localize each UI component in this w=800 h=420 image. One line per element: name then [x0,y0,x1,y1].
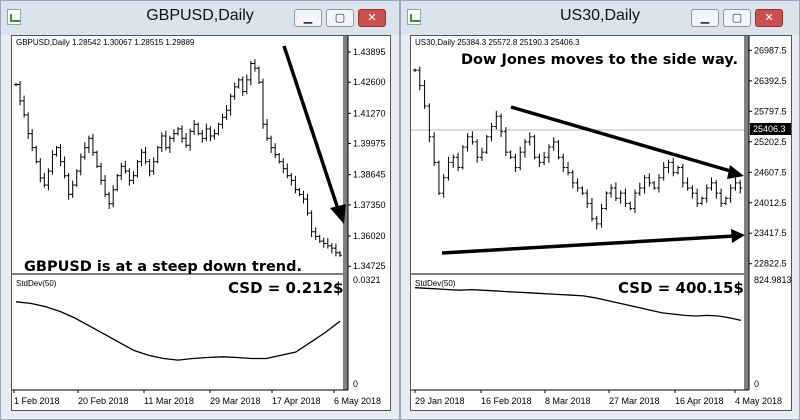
price-tick-label: 1.37350 [353,200,386,210]
arrow-head-icon [727,165,744,179]
date-tick-label: 29 Mar 2018 [210,396,261,406]
indicator-tick-label: 0 [754,379,759,389]
indicator-tick-label: 824.9813 [754,275,792,285]
price-tick-label: 23417.5 [754,228,787,238]
price-tick-label: 24012.5 [754,198,787,208]
maximize-button[interactable]: ▢ [326,9,354,27]
price-tick-label: 22822.5 [754,259,787,269]
date-tick-label: 4 May 2018 [735,396,782,406]
price-scale: 26987.5 26392.5 25797.5 25202.5 24607.5 24012… [749,45,787,269]
chart-window-us30[interactable]: US30,Daily ▁ ▢ ✕ US30,Daily 25384.3 2557… [400,0,800,420]
close-button[interactable]: ✕ [358,9,386,27]
upper-trendline-arrow [510,105,735,174]
date-tick-label: 11 Mar 2018 [144,396,194,406]
csd-annotation: CSD = 400.15$ [618,279,744,297]
arrow-head-icon [330,204,346,224]
symbol-ohlc-info: GBPUSD,Daily 1.28542 1.30067 1.28515 1.2… [16,38,195,47]
price-tick-label: 1.41270 [353,108,386,118]
symbol-ohlc-info: US30,Daily 25384.3 25572.8 25190.3 25406… [415,38,580,47]
maximize-icon: ▢ [731,11,743,24]
date-tick-label: 17 Apr 2018 [272,396,321,406]
date-tick-label: 1 Feb 2018 [14,396,60,406]
date-tick-label: 16 Apr 2018 [675,396,724,406]
date-scale: 29 Jan 2018 16 Feb 2018 8 Mar 2018 27 Mar 2… [414,390,782,406]
indicator-tick-label: 0.0321 [353,275,381,285]
trend-annotation: Dow Jones moves to the side way. [461,52,738,68]
chart-window-icon [7,9,21,25]
indicator-label: StdDev(50) [16,279,57,288]
date-scale: 1 Feb 2018 20 Feb 2018 11 Mar 2018 29 Mar 2… [13,390,381,406]
chart-shift-marker[interactable] [744,36,749,390]
indicator-scale: 824.9813 0 [754,275,792,389]
downtrend-arrow [282,45,341,213]
date-tick-label: 6 May 2018 [334,396,381,406]
window-title: GBPUSD,Daily [146,7,254,24]
window-title: US30,Daily [559,7,641,24]
csd-annotation: CSD = 0.212$ [228,279,343,297]
price-bars [413,66,743,230]
price-bars [14,59,342,257]
maximize-icon: ▢ [334,11,346,24]
chart-area[interactable]: GBPUSD,Daily 1.28542 1.30067 1.28515 1.2… [11,35,391,411]
chart-area[interactable]: US30,Daily 25384.3 25572.8 25190.3 25406… [410,35,792,411]
price-tick-label: 1.38645 [353,170,386,180]
price-scale: 1.43895 1.42600 1.41270 1.39975 1.38645 1.373… [348,47,386,271]
close-icon: ✕ [764,11,774,24]
lower-trendline-arrow [441,234,735,255]
current-price-tag [750,123,791,135]
date-tick-label: 20 Feb 2018 [78,396,129,406]
chart-canvas[interactable]: US30,Daily 25384.3 25572.8 25190.3 25406… [411,36,792,411]
minimize-icon: ▁ [303,11,313,24]
date-tick-label: 8 Mar 2018 [545,396,591,406]
title-bar[interactable]: US30,Daily ▁ ▢ ✕ [401,1,799,35]
minimize-icon: ▁ [700,11,710,24]
price-tick-label: 1.39975 [353,139,386,149]
indicator-scale: 0.0321 0 [353,275,381,389]
arrow-head-icon [731,229,745,243]
title-bar[interactable]: GBPUSD,Daily ▁ ▢ ✕ [1,1,399,35]
date-tick-label: 16 Feb 2018 [481,396,532,406]
price-tick-label: 1.42600 [353,77,386,87]
trend-annotation: GBPUSD is at a steep down trend. [24,259,302,275]
indicator-tick-label: 0 [353,379,358,389]
price-tick-label: 1.43895 [353,47,386,57]
close-icon: ✕ [367,11,377,24]
maximize-button[interactable]: ▢ [723,9,751,27]
price-tick-label: 25797.5 [754,106,787,116]
chart-shift-marker[interactable] [343,36,348,390]
price-tick-label: 24607.5 [754,167,787,177]
date-tick-label: 27 Mar 2018 [609,396,660,406]
chart-window-gbpusd[interactable]: GBPUSD,Daily ▁ ▢ ✕ GBPUSD,Daily 1.28542 … [0,0,400,420]
price-tick-label: 25202.5 [754,137,787,147]
chart-window-icon [407,9,421,25]
price-tick-label: 26392.5 [754,76,787,86]
date-tick-label: 29 Jan 2018 [415,396,465,406]
chart-canvas[interactable]: GBPUSD,Daily 1.28542 1.30067 1.28515 1.2… [12,36,391,411]
minimize-button[interactable]: ▁ [294,9,322,27]
price-tick-label: 1.34725 [353,261,386,271]
stddev-line [15,301,341,361]
minimize-button[interactable]: ▁ [691,9,719,27]
close-button[interactable]: ✕ [755,9,783,27]
indicator-label: StdDev(50) [415,279,456,288]
current-price-label: 25406.3 [753,124,786,134]
stddev-line [414,287,742,322]
price-tick-label: 1.36020 [353,231,386,241]
price-tick-label: 26987.5 [754,45,787,55]
